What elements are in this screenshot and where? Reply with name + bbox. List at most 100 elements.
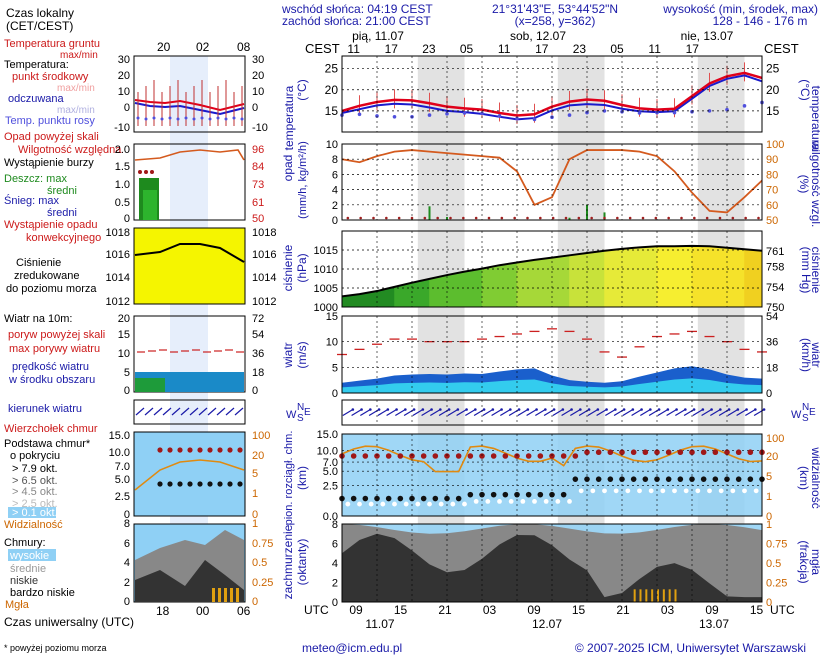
legend-wind-tick-l2: 15 xyxy=(118,329,130,341)
wind-dir-arrow xyxy=(613,408,625,417)
legend-precip-graphics xyxy=(134,149,245,220)
cloud-top-dot xyxy=(537,453,544,459)
fog-bar xyxy=(662,589,665,602)
cloud-base-light-dot xyxy=(660,488,666,494)
legend-cloud-top-dot xyxy=(217,447,223,453)
visibility-tick: 20 xyxy=(766,451,778,463)
precip-event-dot xyxy=(385,216,388,220)
cloud-base-light-dot xyxy=(462,501,467,507)
legend-cloud-base: Podstawa chmur* xyxy=(4,438,91,450)
precip-tick: 8 xyxy=(332,154,338,166)
legend-cloud-tick-r5: 0 xyxy=(252,509,258,521)
wind-tick-kmh: 0 xyxy=(766,388,772,400)
wind-dir-arrow xyxy=(552,408,564,417)
cloud-base-light-dot xyxy=(672,488,677,494)
legend-cloud-top-dot xyxy=(167,447,173,453)
cloud-base-dot xyxy=(350,495,357,502)
legend-dew-dot xyxy=(232,116,236,120)
dew-point xyxy=(672,110,677,115)
temp-chill-line xyxy=(341,74,763,121)
precip-event-dot xyxy=(410,216,414,220)
tz-utc-right: UTC xyxy=(770,603,795,617)
wind-dir-arrowhead xyxy=(622,408,626,411)
night-band-1 xyxy=(417,56,465,602)
legend-chill-sub: max/min xyxy=(57,105,95,116)
precip-event-dot xyxy=(487,216,491,220)
wind-tick: 15 xyxy=(326,311,338,323)
tz-utc-left: UTC xyxy=(304,603,329,617)
legend-cloud-base-dot xyxy=(197,481,203,487)
axis-wind-label-right: wiatr xyxy=(809,341,820,367)
cloud-base-light-dot xyxy=(520,499,526,504)
legend-precip-tick-r4: 61 xyxy=(252,197,264,209)
footer-email: meteo@icm.edu.pl xyxy=(302,641,402,655)
pressure-area xyxy=(551,255,570,308)
wind-dir-arrowhead xyxy=(762,408,766,411)
octa-tick: 6 xyxy=(332,539,338,551)
legend-local-tick-2: 02 xyxy=(196,40,210,54)
cloud-top-dot xyxy=(630,449,637,456)
fog-tick: 0.25 xyxy=(766,578,787,590)
cloud-base-dot xyxy=(630,476,637,482)
legend-okt3: > 4.5 okt. xyxy=(12,486,58,498)
cloud-top-dot xyxy=(549,453,555,459)
wind-dir-arrow xyxy=(508,408,520,417)
cloud-base-light-dot xyxy=(485,499,491,504)
wind-dir-arrow xyxy=(727,408,739,417)
precip-event-dot xyxy=(551,216,555,220)
wind-dir-arrow xyxy=(360,408,371,417)
legend-precip-tick-l2: 1.5 xyxy=(115,161,130,173)
legend-precip-tick-l5: 0 xyxy=(124,213,130,225)
bottom-hour-label: 09 xyxy=(705,603,719,617)
precip-event-dot xyxy=(423,216,427,220)
panel-frame-oct xyxy=(341,523,763,603)
cloud-top-dot xyxy=(455,453,462,459)
dew-point xyxy=(357,112,362,117)
precip-event-dot xyxy=(564,216,568,220)
cloud-base-light-dot xyxy=(695,488,701,494)
legend-local-time-sub: (CET/CEST) xyxy=(6,19,73,33)
rain-bar xyxy=(568,217,571,220)
cloudbase-tick: 15.0 xyxy=(317,429,338,441)
legend-okt5: > 0.1 okt. xyxy=(12,507,58,519)
legend-precip-tick-r2: 84 xyxy=(252,161,264,173)
precip-event-dot xyxy=(449,216,452,220)
legend-wind-dir-arrow xyxy=(225,407,235,416)
cloud-top-dot xyxy=(724,449,730,456)
legend-cloud-top: Wierzchołek chmur xyxy=(4,423,98,435)
wind-dir-arrow xyxy=(473,408,485,417)
dew-point xyxy=(392,115,397,119)
legend-wind-dir-arrow xyxy=(171,407,181,416)
precip-event-dot xyxy=(590,216,593,220)
wind-dir-arrowhead xyxy=(482,408,486,411)
cloud-base-light-dot xyxy=(707,488,712,494)
legend-very-low: bardzo niskie xyxy=(10,587,75,599)
fog-bar xyxy=(657,589,659,602)
legend-oct-tick-r3: 0.5 xyxy=(252,557,267,569)
tz-cest-left: CEST xyxy=(305,41,340,56)
wind-dir-arrow xyxy=(736,408,747,417)
legend-humidity: Wilgotność względna xyxy=(18,144,122,156)
precip-event-dot xyxy=(705,216,709,220)
legend-temp-tick-l2: 20 xyxy=(118,70,130,82)
legend-wind-at: Wiatr na 10m: xyxy=(4,313,72,325)
pressure-tick-mmhg: 754 xyxy=(766,282,784,294)
legend-press-tick-l4: 1012 xyxy=(106,296,130,308)
panel-frame-dir xyxy=(341,399,763,426)
legend-okt5-bg xyxy=(8,507,56,518)
legend-rain-mid xyxy=(143,190,157,220)
legend-oct-tick-l5: 0 xyxy=(124,596,130,608)
bottom-hour-label: 09 xyxy=(527,603,541,617)
cloud-top-dot xyxy=(385,453,392,459)
cloud-top-dot xyxy=(642,449,649,456)
legend-temp-tick-r1: 30 xyxy=(252,54,264,66)
temp-tick-right: 25 xyxy=(766,62,780,76)
wind-dir-arrow xyxy=(395,408,406,417)
bottom-date-2: 12.07 xyxy=(532,617,562,631)
precip-event-dot xyxy=(616,216,619,220)
legend-cloud-tick-l3: 7.0 xyxy=(115,461,130,473)
cloud-base-light-dot xyxy=(392,501,397,507)
legend-snow: Śnieg: max xyxy=(4,194,60,207)
legend-precip-tick-l4: 0.5 xyxy=(115,197,130,209)
legend-pressure3: do poziomu morza xyxy=(6,283,97,295)
